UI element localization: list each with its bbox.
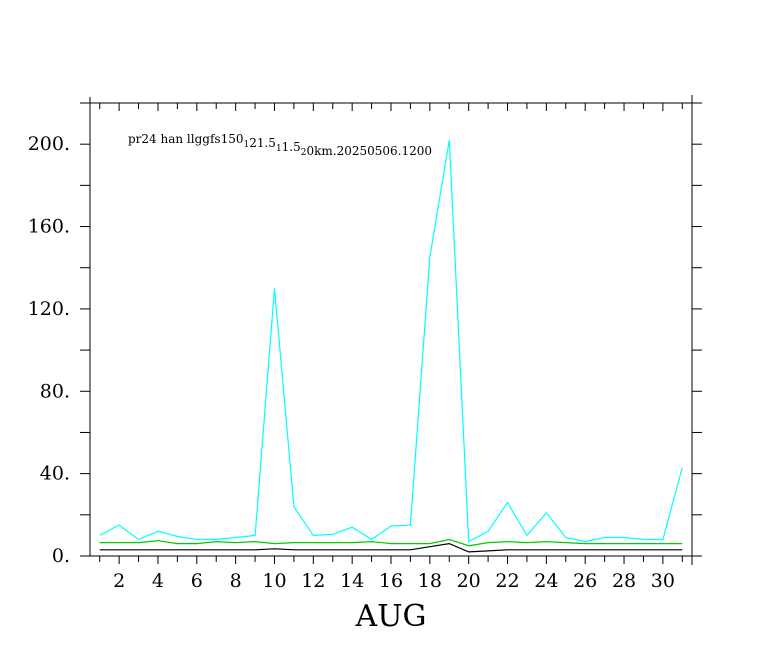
series-line-2 <box>99 538 683 547</box>
x-tick-label: 16 <box>379 570 403 592</box>
x-tick-label: 4 <box>152 570 164 592</box>
series-line-3 <box>99 542 683 553</box>
x-tick-label: 10 <box>262 570 286 592</box>
title-segment: 1.5 <box>282 140 301 154</box>
title-subscript: 1 <box>276 144 282 154</box>
x-tick-label: 20 <box>457 570 481 592</box>
x-tick-label: 14 <box>340 570 364 592</box>
y-tick-label: 120. <box>28 298 70 320</box>
y-tick-label: 40. <box>40 463 70 485</box>
series-layer <box>99 140 683 553</box>
title-segment: 21.5 <box>249 136 276 150</box>
x-tick-label: 8 <box>230 570 242 592</box>
y-tick-label: 80. <box>40 380 70 402</box>
x-tick-label: 12 <box>301 570 325 592</box>
y-tick-label: 160. <box>28 216 70 238</box>
x-tick-label: 24 <box>534 570 558 592</box>
plot-axes: 0.40.80.120.160.200.2 4 6 8 10 12 14 16 18 20 22 24… <box>28 95 702 592</box>
chart-title: pr24 han llggfs150121.511.520km.20250506… <box>128 132 432 158</box>
y-tick-label: 0. <box>52 545 70 567</box>
x-tick-label: 2 <box>113 570 125 592</box>
x-tick-label: 26 <box>573 570 597 592</box>
title-segment: pr24 han llggfs150 <box>128 132 243 146</box>
x-tick-label: 6 <box>191 570 203 592</box>
title-subscript: 1 <box>243 140 249 150</box>
series-line-1 <box>99 140 683 543</box>
title-segment: 0km.20250506.1200 <box>307 144 433 158</box>
x-tick-label: 18 <box>418 570 442 592</box>
x-tick-label: 28 <box>612 570 636 592</box>
x-tick-label: 30 <box>651 570 675 592</box>
title-subscript: 2 <box>301 148 307 158</box>
y-tick-label: 200. <box>28 133 70 155</box>
x-axis-label: AUG <box>355 599 427 634</box>
x-tick-label: 22 <box>495 570 519 592</box>
